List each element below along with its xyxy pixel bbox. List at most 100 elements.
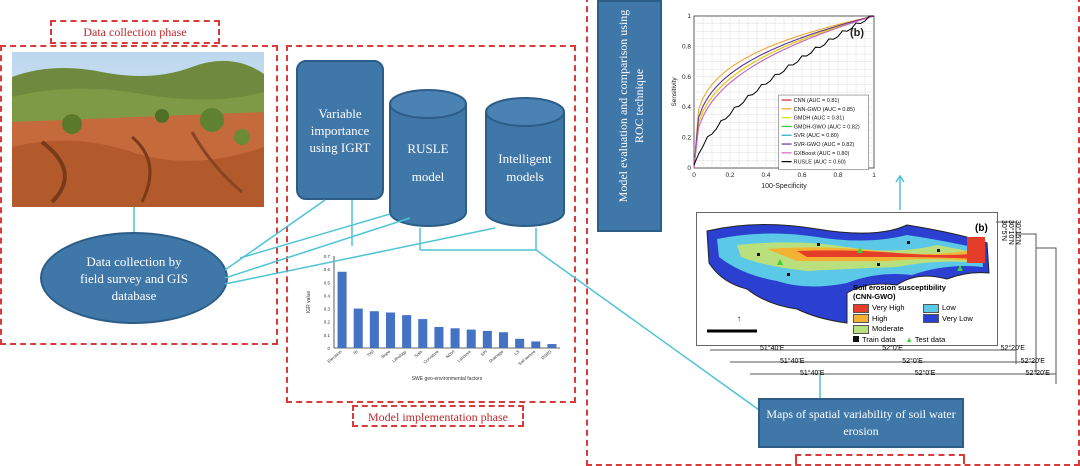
chart-link-line: [239, 213, 391, 259]
bar: [515, 338, 525, 348]
data-collection-phase-label: Data collection phase: [50, 20, 220, 44]
ellipse-to-rusle-line: [224, 217, 411, 279]
lon-row1-a: 51°40'E: [760, 345, 785, 352]
bar: [402, 315, 412, 348]
train-data-label: Train data: [862, 334, 896, 344]
map-legend-item: Very High: [853, 303, 923, 313]
bar: [531, 341, 541, 348]
map-legend-title-2: (CNN-GWO): [853, 292, 896, 301]
roc-xtick-label: 0.6: [797, 172, 806, 179]
intelligent-cylinder-shape: [485, 97, 565, 227]
bar-xlabel: SWE geo-environmental factors: [412, 376, 483, 382]
bar-category-label: Slope: [380, 349, 392, 360]
intelligent-models-cylinder: Intelligent models: [484, 96, 566, 228]
intelligent-line-2: models: [506, 169, 544, 184]
roc-curve: [693, 15, 875, 169]
map-legend-swatch: [853, 324, 869, 334]
roc-xtick-label: 0.2: [725, 172, 734, 179]
ellipse-to-variable-line: [224, 199, 326, 271]
lon-row2-c: 52°20'E: [1020, 358, 1045, 365]
maps-line-2: erosion: [843, 424, 879, 438]
roc-legend-label: GMDH (AUC = 0.81): [794, 116, 845, 122]
bar: [434, 326, 444, 348]
roc-ytick-label: 1: [687, 13, 691, 20]
bar: [369, 311, 379, 348]
roc-ylabel: Sensitivity: [671, 77, 678, 107]
lon-row1-c: 52°20'E: [1000, 345, 1025, 352]
map-legend-item: High: [853, 314, 923, 324]
roc-legend-label: GMDH-GWO (AUC = 0.82): [794, 124, 860, 130]
model-evaluation-line-1: Model evaluation and comparison using: [616, 9, 630, 203]
rusle-line-1: RUSLE: [407, 141, 449, 156]
bar-ytick-label: 0.5: [324, 280, 331, 285]
maps-line-1: Maps of spatial variability of soil wate…: [766, 407, 956, 421]
bar-ytick-label: 0.7: [324, 254, 331, 259]
north-arrow-icon: ↑: [737, 314, 741, 323]
rusle-line-2: model: [411, 169, 445, 184]
bar: [337, 271, 347, 348]
bar: [353, 308, 363, 348]
lon-row3-c: 52°20'E: [1025, 370, 1050, 377]
map-legend-swatch: [923, 303, 939, 313]
map-legend-swatch: [853, 314, 869, 324]
bar-category-label: SPI: [480, 349, 488, 357]
field-photo: [12, 52, 264, 207]
variable-importance-line-3: using IGRT: [309, 139, 371, 155]
roc-panel-label: (b): [850, 27, 864, 39]
roc-arrowhead-icon: [895, 174, 905, 183]
map-stack-outlines: [710, 221, 1057, 384]
roc-legend-label: CNN-GWO (AUC = 0.85): [794, 107, 855, 113]
to-maps-line: [535, 249, 781, 426]
roc-ytick-label: 0.8: [682, 43, 691, 50]
lon-row-1: 51°40'E 52°0'E 52°20'E: [760, 345, 1025, 352]
ellipse-line-2: field survey and GIS: [80, 270, 188, 286]
roc-ytick-label: 0: [687, 165, 691, 172]
map-legend-item: Low: [923, 303, 993, 313]
roc-xtick-label: 0.4: [761, 172, 770, 179]
lon-row-2: 51°40'E 52°0'E 52°20'E: [780, 358, 1045, 365]
bar: [498, 332, 509, 348]
test-data-label: Test data: [914, 334, 946, 344]
bar: [482, 330, 492, 348]
model-implementation-phase-label: Model implementation phase: [352, 405, 524, 427]
roc-chart: 0 0.2 0.4 0.6 0.8 1 0 0.2 0.4 0.6 0.8 1 100-Specific…: [671, 13, 876, 190]
maps-spatial-variability-box: Maps of spatial variability of soil wate…: [758, 398, 964, 448]
variable-importance-line-1: Variable: [318, 105, 362, 121]
map-legend-label: Low: [942, 303, 956, 312]
lon-row-3: 51°40'E 52°0'E 52°20'E: [800, 370, 1050, 377]
map-panel-label: (b): [975, 223, 988, 234]
lon-row3-b: 52°0'E: [914, 370, 936, 377]
lon-row2-b: 52°0'E: [902, 358, 923, 365]
roc-legend-label: GXBoost (AUC = 0.80): [794, 151, 850, 157]
bar-ytick-label: 0.4: [324, 293, 331, 298]
map-legend-item: Very Low: [923, 314, 993, 324]
roc-legend-box: [778, 94, 869, 170]
data-collection-frame: [0, 45, 278, 345]
variable-importance-box: Variable importance using IGRT: [296, 60, 384, 200]
roc-curve: [693, 15, 874, 166]
bar: [385, 312, 396, 348]
roc-ytick-label: 0.6: [682, 74, 691, 81]
model-evaluation-box: Model evaluation and comparison using RO…: [597, 0, 662, 232]
rusle-cylinder-shape: [389, 89, 467, 227]
lat-a: 30°15'N: [1014, 220, 1021, 245]
roc-curve: [693, 15, 875, 169]
bar: [466, 329, 476, 348]
bar-ytick-label: 0: [327, 346, 330, 351]
bar-category-label: NDVI: [445, 349, 456, 359]
lat-b: 30°10'N: [1007, 220, 1014, 245]
lat-labels: 30°15'N 30°10'N 30°5'N: [1000, 220, 1021, 275]
variable-importance-line-2: importance: [310, 122, 370, 138]
bar: [450, 328, 460, 348]
bar-category-label: RI: [352, 349, 358, 356]
bar-category-label: DSRG: [540, 349, 552, 361]
roc-legend-label: SVR (AUC = 0.80): [794, 133, 839, 139]
map-legend-swatch: [853, 303, 869, 313]
bar-ytick-label: 0.3: [324, 307, 331, 312]
roc-xtick-label: 0: [692, 172, 696, 179]
roc-curve: [693, 15, 875, 169]
bottom-phase-label-stub: [795, 454, 965, 464]
model-implementation-frame: [286, 45, 576, 403]
roc-legend-label: RUSLE (AUC = 0.60): [794, 160, 846, 166]
